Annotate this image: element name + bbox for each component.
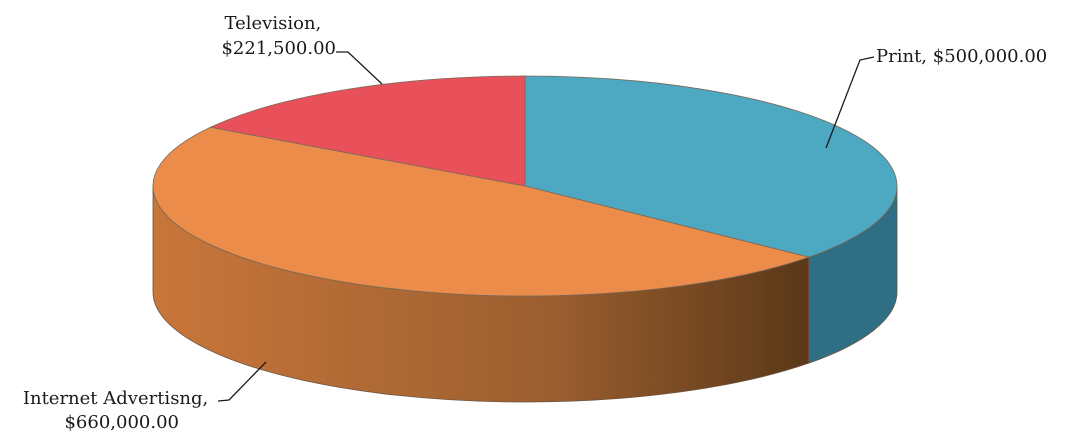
slice-label-internet-advertising: Internet Advertisng, $660,000.00: [23, 388, 214, 432]
pie-top-faces: [153, 76, 897, 296]
slice-label-television: Television, $221,500.00: [221, 13, 336, 59]
slice-label-television-name: Television,: [225, 13, 322, 34]
leader-line-television: [336, 52, 382, 84]
slice-label-television-value: $221,500.00: [221, 38, 336, 59]
slice-label-print: Print, $500,000.00: [876, 46, 1047, 67]
slice-label-internet-advertising-value: $660,000.00: [64, 412, 179, 432]
slice-label-internet-advertising-name: Internet Advertisng,: [23, 388, 208, 409]
